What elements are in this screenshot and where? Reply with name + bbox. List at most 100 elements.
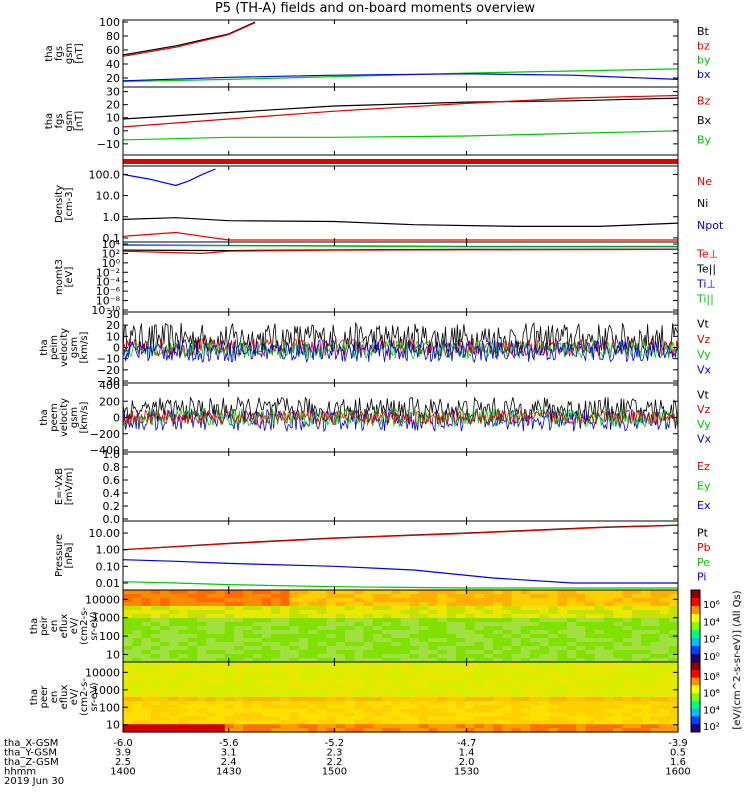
- y-axis-label: [km/s]: [79, 331, 90, 363]
- spectrogram-cell: [511, 720, 522, 725]
- spectrogram-cell: [437, 646, 448, 651]
- spectrogram-cell: [132, 693, 143, 698]
- spectrogram-cell: [659, 646, 670, 651]
- spectrogram-cell: [650, 610, 661, 615]
- spectrogram-cell: [224, 662, 235, 667]
- spectrogram-cell: [308, 716, 318, 721]
- series-line-Pt: [122, 524, 679, 551]
- spectrogram-cell: [280, 626, 291, 631]
- spectrogram-cell: [641, 685, 651, 690]
- spectrogram-cell: [252, 700, 263, 706]
- spectrogram-cell: [280, 650, 291, 655]
- spectrogram-cell: [178, 630, 189, 635]
- colorbar-segment: [691, 590, 700, 599]
- spectrogram-cell: [169, 654, 180, 659]
- spectrogram-cell: [520, 614, 531, 619]
- spectrogram-cell: [437, 658, 448, 663]
- spectrogram-cell: [493, 638, 503, 643]
- spectrogram-cell: [631, 665, 642, 671]
- spectrogram-cell: [187, 606, 198, 611]
- spectrogram-cell: [594, 685, 605, 690]
- spectrogram-cell: [502, 594, 513, 599]
- spectrogram-cell: [160, 665, 170, 671]
- spectrogram-cell: [548, 689, 559, 694]
- spectrogram-cell: [613, 618, 624, 623]
- spectrogram-cell: [372, 606, 383, 611]
- spectrogram-cell: [650, 693, 661, 698]
- spectrogram-cell: [493, 614, 503, 619]
- spectrogram-cell: [252, 650, 263, 655]
- spectrogram-cell: [576, 728, 587, 733]
- spectrogram-cell: [382, 626, 392, 631]
- spectrogram-cell: [391, 662, 402, 667]
- spectrogram-cell: [594, 634, 605, 639]
- spectrogram-cell: [382, 658, 392, 663]
- spectrogram-cell: [243, 689, 254, 694]
- spectrogram-cell: [354, 712, 365, 718]
- spectrogram-cell: [308, 712, 318, 718]
- spectrogram-cell: [345, 716, 355, 721]
- spectrogram-cell: [428, 610, 439, 615]
- spectrogram-cell: [169, 650, 180, 655]
- spectrogram-cell: [308, 630, 318, 635]
- spectrogram-cell: [483, 677, 494, 683]
- spectrogram-cell: [428, 669, 439, 675]
- spectrogram-cell: [169, 681, 180, 686]
- spectrogram-cell: [557, 720, 568, 725]
- spectrogram-cell: [215, 697, 226, 702]
- spectrogram-cell: [511, 724, 522, 729]
- spectrogram-cell: [400, 598, 411, 603]
- spectrogram-cell: [382, 606, 392, 611]
- spectrogram-cell: [585, 685, 596, 690]
- spectrogram-cell: [419, 630, 429, 635]
- spectrogram-cell: [622, 720, 633, 725]
- spectrogram-cell: [178, 708, 189, 714]
- spectrogram-cell: [511, 646, 522, 651]
- spectrogram-cell: [530, 654, 540, 659]
- spectrogram-cell: [557, 712, 568, 718]
- spectrogram-cell: [187, 602, 198, 607]
- spectrogram-cell: [539, 665, 550, 671]
- spectrogram-cell: [502, 654, 513, 659]
- spectrogram-cell: [252, 693, 263, 698]
- spectrogram-cell: [567, 602, 577, 607]
- spectrogram-cell: [345, 622, 355, 627]
- spectrogram-cell: [123, 693, 133, 698]
- spectrogram-cell: [289, 634, 300, 639]
- spectrogram-cell: [150, 654, 161, 659]
- y-tick-label: 10⁴: [102, 238, 121, 251]
- spectrogram-cell: [493, 602, 503, 607]
- spectrogram-cell: [271, 642, 281, 647]
- spectrogram-cell: [437, 665, 448, 671]
- spectrogram-cell: [511, 677, 522, 683]
- spectrogram-cell: [308, 606, 318, 611]
- spectrogram-cell: [335, 665, 346, 671]
- spectrogram-cell: [271, 669, 281, 675]
- spectrogram-cell: [400, 642, 411, 647]
- spectrogram-cell: [289, 650, 300, 655]
- spectrogram-cell: [252, 602, 263, 607]
- spectrogram-cell: [557, 642, 568, 647]
- spectrogram-cell: [446, 594, 457, 599]
- spectrogram-cell: [622, 610, 633, 615]
- y-tick-label: 10000: [85, 666, 120, 679]
- y-tick-label: 200: [99, 395, 120, 408]
- spectrogram-cell: [363, 606, 374, 611]
- spectrogram-cell: [243, 590, 254, 595]
- legend-entry: Vy: [697, 348, 711, 361]
- spectrogram-cell: [252, 634, 263, 639]
- spectrogram-cell: [613, 626, 624, 631]
- y-tick-label: 20: [106, 319, 120, 332]
- spectrogram-cell: [548, 677, 559, 683]
- spectrogram-cell: [317, 665, 328, 671]
- spectrogram-cell: [261, 685, 272, 690]
- spectrogram-cell: [382, 689, 392, 694]
- spectrogram-cell: [419, 642, 429, 647]
- spectrogram-cell: [520, 602, 531, 607]
- spectrogram-cell: [123, 677, 133, 683]
- spectrogram-cell: [557, 716, 568, 721]
- spectrogram-cell: [502, 590, 513, 595]
- spectrogram-cell: [308, 673, 318, 679]
- spectrogram-cell: [622, 638, 633, 643]
- spectrogram-cell: [372, 602, 383, 607]
